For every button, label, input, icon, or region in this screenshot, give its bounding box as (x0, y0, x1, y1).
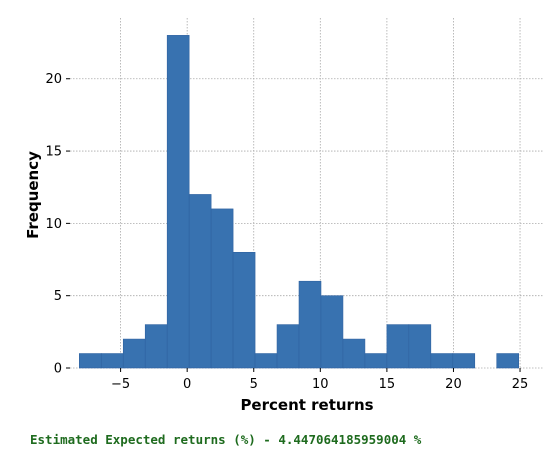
histogram-bars (79, 35, 520, 369)
x-tick-label: −5 (111, 377, 130, 392)
histogram-bar (276, 324, 300, 369)
y-tick-label: 15 (45, 145, 62, 160)
histogram-bar (254, 353, 278, 369)
expected-returns-caption: Estimated Expected returns (%) - 4.44706… (30, 432, 422, 447)
histogram-bar (210, 208, 234, 369)
y-tick-label: 0 (54, 362, 62, 377)
histogram-bar (232, 251, 256, 369)
histogram-bar (298, 280, 322, 369)
y-tick-label: 20 (45, 72, 62, 87)
x-axis-label: Percent returns (240, 396, 373, 414)
x-tick-label: 0 (183, 377, 191, 392)
histogram-bar (386, 324, 410, 369)
axis-ticks: −5 0 5 10 15 20 25 0 5 10 15 20 (45, 72, 528, 392)
histogram-bar (320, 295, 344, 369)
histogram-bar (364, 353, 388, 369)
y-tick-label: 10 (45, 217, 62, 232)
histogram-bar (496, 353, 520, 369)
histogram-bar (188, 194, 212, 369)
histogram-bar (79, 353, 102, 369)
x-tick-label: 20 (445, 377, 462, 392)
histogram-bar (122, 338, 146, 369)
y-tick-label: 5 (54, 289, 62, 304)
x-tick-label: 5 (250, 377, 258, 392)
y-axis-label: Frequency (24, 151, 42, 239)
histogram-bar (452, 353, 476, 369)
histogram-bar (430, 353, 454, 369)
histogram-bar (166, 35, 190, 369)
histogram-bar (342, 338, 366, 369)
histogram-chart: −5 0 5 10 15 20 25 0 5 10 15 20 Percent returns Fre… (24, 18, 544, 414)
histogram-bar (408, 324, 432, 369)
x-tick-label: 15 (379, 377, 396, 392)
histogram-bar (144, 324, 168, 369)
x-tick-label: 10 (312, 377, 329, 392)
histogram-bar (100, 353, 124, 369)
x-tick-label: 25 (512, 377, 529, 392)
